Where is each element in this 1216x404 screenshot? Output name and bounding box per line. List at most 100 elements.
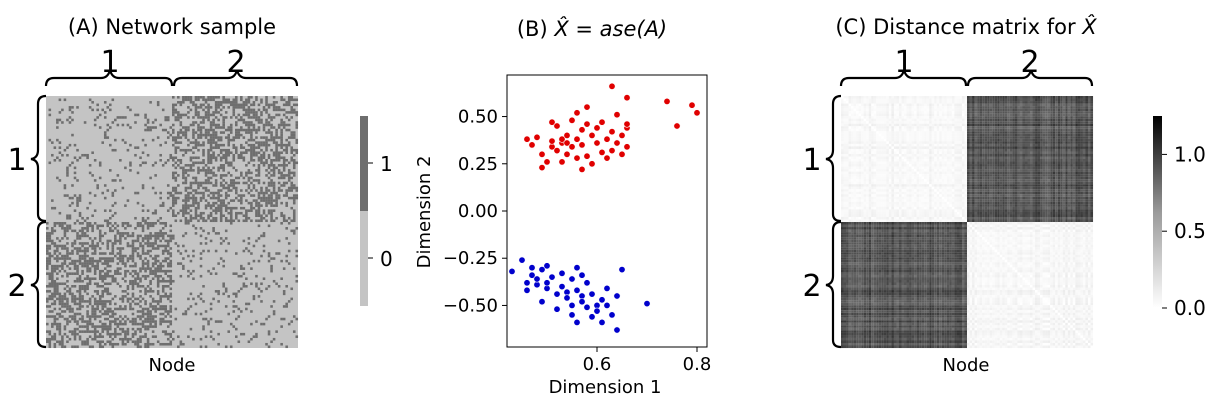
panel-a-edge-cell — [111, 345, 115, 349]
panel-a-edge-cell — [272, 337, 276, 341]
panel-a-edge-cell — [101, 274, 105, 278]
panel-b-point-block-1 — [578, 126, 586, 134]
panel-a-edge-cell — [46, 227, 49, 230]
panel-a-edge-cell — [255, 118, 258, 122]
panel-a-edge-cell — [224, 305, 228, 308]
panel-a-edge-cell — [252, 123, 256, 127]
panel-a-edge-cell — [217, 169, 220, 172]
panel-c-distance-cell — [987, 131, 990, 134]
panel-a-edge-cell — [98, 277, 102, 281]
panel-a-edge-cell — [172, 171, 175, 175]
panel-a-edge-cell — [189, 169, 193, 172]
panel-a-edge-cell — [141, 239, 145, 243]
panel-a-edge-cell — [98, 259, 102, 263]
panel-a-edge-cell — [159, 191, 162, 195]
panel-a-edge-cell — [149, 279, 152, 283]
panel-a-edge-cell — [194, 113, 198, 117]
panel-c-distance-cell — [888, 98, 892, 102]
panel-a-edge-cell — [86, 227, 89, 230]
panel-a-edge-cell — [245, 128, 248, 132]
panel-c-distance-cell — [888, 133, 892, 137]
panel-a-edge-cell — [76, 312, 79, 316]
panel-a-edge-cell — [207, 189, 210, 192]
panel-c-distance-cell — [1062, 108, 1066, 112]
panel-c-distance-cell — [946, 136, 950, 139]
panel-a-edge-cell — [182, 267, 185, 270]
panel-a-edge-cell — [177, 191, 180, 195]
panel-a-edge-cell — [51, 325, 54, 328]
panel-a-edge-cell — [287, 216, 291, 220]
panel-a-edge-cell — [295, 249, 299, 253]
panel-a-edge-cell — [159, 262, 162, 265]
panel-a-edge-cell — [101, 327, 105, 331]
panel-a-edge-cell — [219, 237, 223, 240]
panel-a-edge-cell — [212, 219, 215, 223]
panel-c-distance-cell — [1065, 128, 1068, 132]
panel-a-edge-cell — [209, 133, 213, 137]
panel-a-edge-cell — [199, 234, 203, 238]
panel-a-edge-cell — [235, 206, 238, 210]
panel-a-edge-cell — [177, 96, 180, 99]
panel-a-edge-cell — [106, 189, 110, 192]
panel-a-edge-cell — [144, 269, 147, 273]
panel-a-edge-cell — [207, 148, 210, 152]
panel-c-distance-cell — [977, 111, 980, 114]
panel-c-distance-cell — [972, 126, 975, 129]
panel-a-edge-cell — [169, 262, 173, 265]
panel-a-edge-cell — [280, 128, 283, 132]
panel-a-edge-cell — [250, 153, 253, 157]
panel-c-distance-cell — [994, 123, 998, 127]
panel-a-edge-cell — [222, 156, 225, 160]
panel-c-distance-cell — [1024, 96, 1028, 99]
panel-a-edge-cell — [219, 204, 223, 207]
panel-a-edge-cell — [285, 143, 288, 147]
panel-b-point-block-2 — [538, 266, 546, 274]
panel-c-distance-cell — [891, 103, 894, 107]
panel-c-distance-cell — [853, 126, 857, 129]
panel-c-distance-cell — [972, 108, 975, 112]
panel-c-distance-cell — [876, 96, 879, 99]
panel-a-edge-cell — [149, 224, 152, 228]
panel-a-edge-cell — [159, 305, 162, 308]
panel-a-edge-cell — [93, 269, 97, 273]
panel-c-distance-cell — [881, 128, 884, 132]
panel-c-distance-cell — [911, 98, 915, 102]
panel-c-distance-cell — [863, 123, 867, 127]
panel-b-xtick-label: 0.8 — [683, 354, 712, 375]
panel-a-edge-cell — [68, 287, 72, 291]
panel-a-edge-cell — [217, 146, 220, 149]
panel-c-distance-cell — [886, 116, 889, 119]
panel-a-edge-cell — [93, 267, 97, 270]
panel-a-edge-cell — [121, 138, 125, 142]
panel-a-edge-cell — [159, 300, 162, 303]
panel-a-edge-cell — [280, 108, 283, 112]
panel-a-edge-cell — [161, 285, 165, 288]
panel-a-edge-cell — [194, 106, 198, 109]
panel-c-distance-cell — [896, 121, 900, 124]
panel-a-edge-cell — [257, 201, 261, 205]
panel-c-distance-cell — [1022, 131, 1026, 134]
panel-a-edge-cell — [280, 259, 283, 263]
panel-a-edge-cell — [169, 194, 173, 197]
panel-c-distance-cell — [941, 123, 945, 127]
panel-a-edge-cell — [199, 297, 203, 301]
panel-c-distance-cell — [881, 113, 884, 117]
panel-c-distance-cell — [964, 111, 968, 114]
panel-a-edge-cell — [179, 342, 183, 346]
panel-a-edge-cell — [116, 232, 120, 235]
panel-a-left-brace-block-1 — [30, 94, 47, 223]
panel-a-edge-cell — [76, 327, 79, 331]
panel-c-distance-cell — [914, 96, 917, 99]
panel-a-edge-cell — [247, 302, 251, 306]
panel-a-edge-cell — [53, 269, 57, 273]
panel-a-edge-cell — [91, 227, 94, 230]
panel-c-distance-cell — [893, 123, 897, 127]
panel-c-distance-cell — [1019, 111, 1023, 114]
panel-a-edge-cell — [270, 133, 273, 137]
panel-a-edge-cell — [78, 287, 82, 291]
panel-a-edge-cell — [149, 244, 152, 248]
panel-c-distance-cell — [969, 108, 973, 112]
panel-a-edge-cell — [209, 181, 213, 185]
panel-a-edge-cell — [119, 179, 122, 182]
panel-c-distance-cell — [1042, 123, 1046, 127]
